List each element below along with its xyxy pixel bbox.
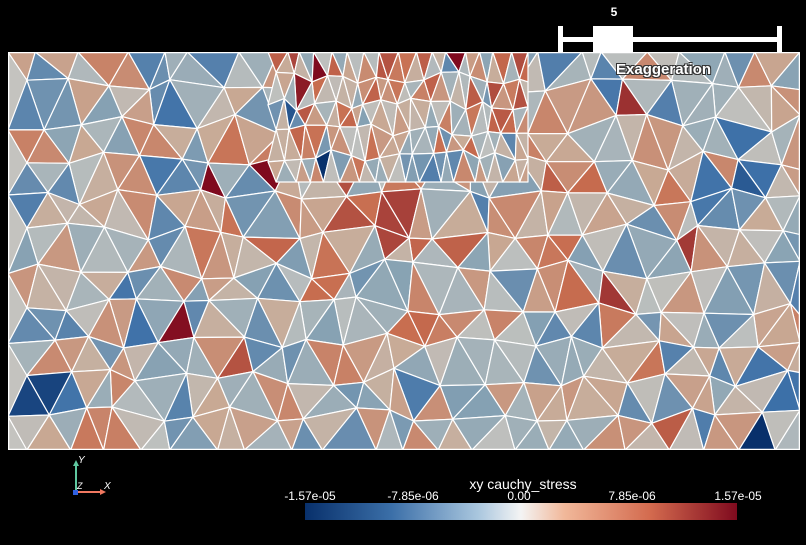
slider-track[interactable] <box>560 37 782 42</box>
colorbar-gradient <box>305 503 737 520</box>
x-axis-arrow <box>100 489 106 495</box>
colorbar-tick: 7.85e-06 <box>608 489 656 503</box>
colorbar-tick: -7.85e-06 <box>387 489 439 503</box>
stress-mesh-render[interactable] <box>8 52 800 450</box>
mesh-element <box>519 158 529 183</box>
slider-endcap-left <box>558 26 563 52</box>
z-axis-label: Z <box>76 481 83 491</box>
slider-handle[interactable] <box>593 26 633 52</box>
slider-endcap-right <box>777 26 782 52</box>
mesh-boundary <box>8 52 800 450</box>
z-axis-dot <box>73 490 78 495</box>
exaggeration-slider[interactable]: 5 Exaggeration <box>556 0 786 80</box>
y-axis-label: Y <box>78 455 86 466</box>
colorbar-tick: 0.00 <box>507 489 531 503</box>
colorbar-title: xy cauchy_stress <box>469 476 577 492</box>
colorbar-tick: 1.57e-05 <box>714 489 762 503</box>
colorbar-ticks: -1.57e-05 -7.85e-06 0.00 7.85e-06 1.57e-… <box>278 489 778 503</box>
colorbar-tick: -1.57e-05 <box>284 489 336 503</box>
y-axis-arrow <box>73 460 79 466</box>
slider-value: 5 <box>610 5 618 19</box>
mesh-element <box>774 409 800 450</box>
orientation-axes-widget: Y X Z <box>66 452 126 502</box>
x-axis-label: X <box>103 481 111 492</box>
colorbar-legend: xy cauchy_stress -1.57e-05 -7.85e-06 0.0… <box>278 476 778 526</box>
slider-label: Exaggeration <box>616 61 712 78</box>
